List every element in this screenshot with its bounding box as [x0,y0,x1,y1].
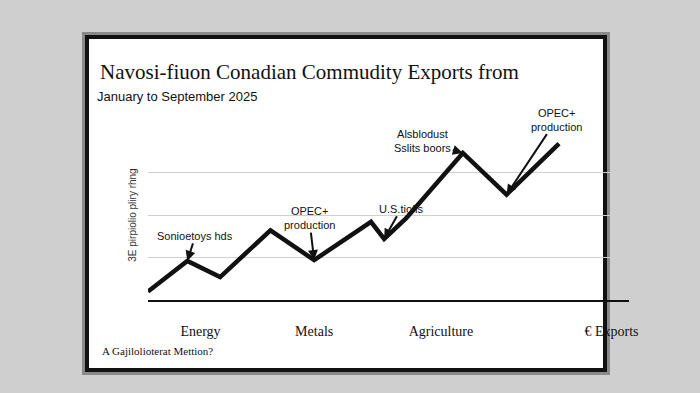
svg-text:Agriculture: Agriculture [409,324,474,339]
svg-text:OPEC+production: OPEC+production [531,107,582,133]
svg-text:Energy: Energy [180,324,220,339]
svg-text:AlsblodustSslits boors: AlsblodustSslits boors [394,128,451,154]
svg-text:U.S.tiofls: U.S.tiofls [379,203,424,215]
svg-text:€ Exports: € Exports [584,324,638,339]
svg-text:Navosi-fiuon Conadian Commudit: Navosi-fiuon Conadian Commudity Exports … [100,60,519,84]
svg-text:3E pirpiolio pliry rhng: 3E pirpiolio pliry rhng [127,168,138,261]
svg-text:OPEC+production: OPEC+production [284,205,335,231]
svg-text:January to September 2025: January to September 2025 [97,89,257,104]
svg-text:Sonioetoys hds: Sonioetoys hds [157,230,233,242]
svg-text:Metals: Metals [295,324,333,339]
svg-text:A Gajilolioterat Mettion?: A Gajilolioterat Mettion? [102,345,213,357]
